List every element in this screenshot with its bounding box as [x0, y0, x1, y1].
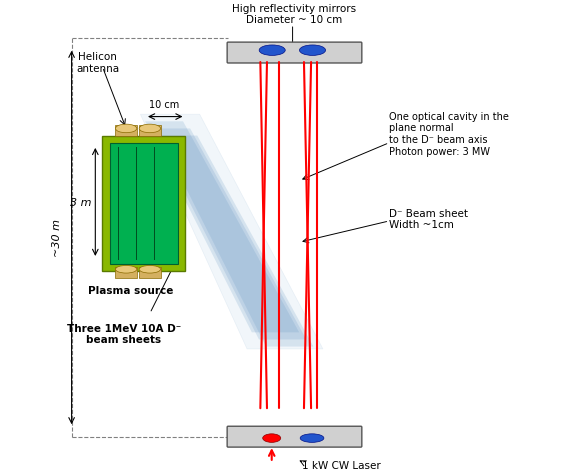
FancyBboxPatch shape	[227, 426, 362, 447]
Ellipse shape	[263, 434, 281, 442]
FancyBboxPatch shape	[227, 43, 362, 64]
Bar	[116, 126, 137, 136]
Polygon shape	[140, 115, 323, 349]
Bar	[103, 136, 185, 271]
Text: 10 cm: 10 cm	[149, 100, 179, 110]
Text: 1 kW CW Laser: 1 kW CW Laser	[302, 460, 380, 470]
Text: ~30 m: ~30 m	[52, 219, 62, 257]
Ellipse shape	[300, 434, 324, 442]
Ellipse shape	[259, 46, 285, 56]
Ellipse shape	[116, 266, 137, 274]
Polygon shape	[145, 122, 299, 333]
Text: D⁻ Beam sheet
Width ~1cm: D⁻ Beam sheet Width ~1cm	[389, 208, 469, 230]
Ellipse shape	[299, 46, 325, 56]
Text: Helicon
antenna: Helicon antenna	[76, 52, 120, 74]
Text: Three 1MeV 10A D⁻
beam sheets: Three 1MeV 10A D⁻ beam sheets	[67, 323, 181, 345]
Polygon shape	[152, 129, 306, 340]
Text: One optical cavity in the
plane normal
to the D⁻ beam axis
Photon power: 3 MW: One optical cavity in the plane normal t…	[389, 111, 509, 156]
Bar	[116, 268, 137, 278]
Text: Plasma source: Plasma source	[88, 285, 174, 295]
Bar	[139, 268, 161, 278]
Ellipse shape	[139, 266, 161, 274]
Bar	[139, 126, 161, 136]
Text: High reflectivity mirrors
Diameter ~ 10 cm: High reflectivity mirrors Diameter ~ 10 …	[233, 4, 357, 25]
Ellipse shape	[139, 125, 161, 133]
Bar	[109, 143, 178, 264]
Ellipse shape	[116, 125, 137, 133]
Polygon shape	[160, 136, 314, 347]
Text: 3 m: 3 m	[70, 198, 92, 208]
